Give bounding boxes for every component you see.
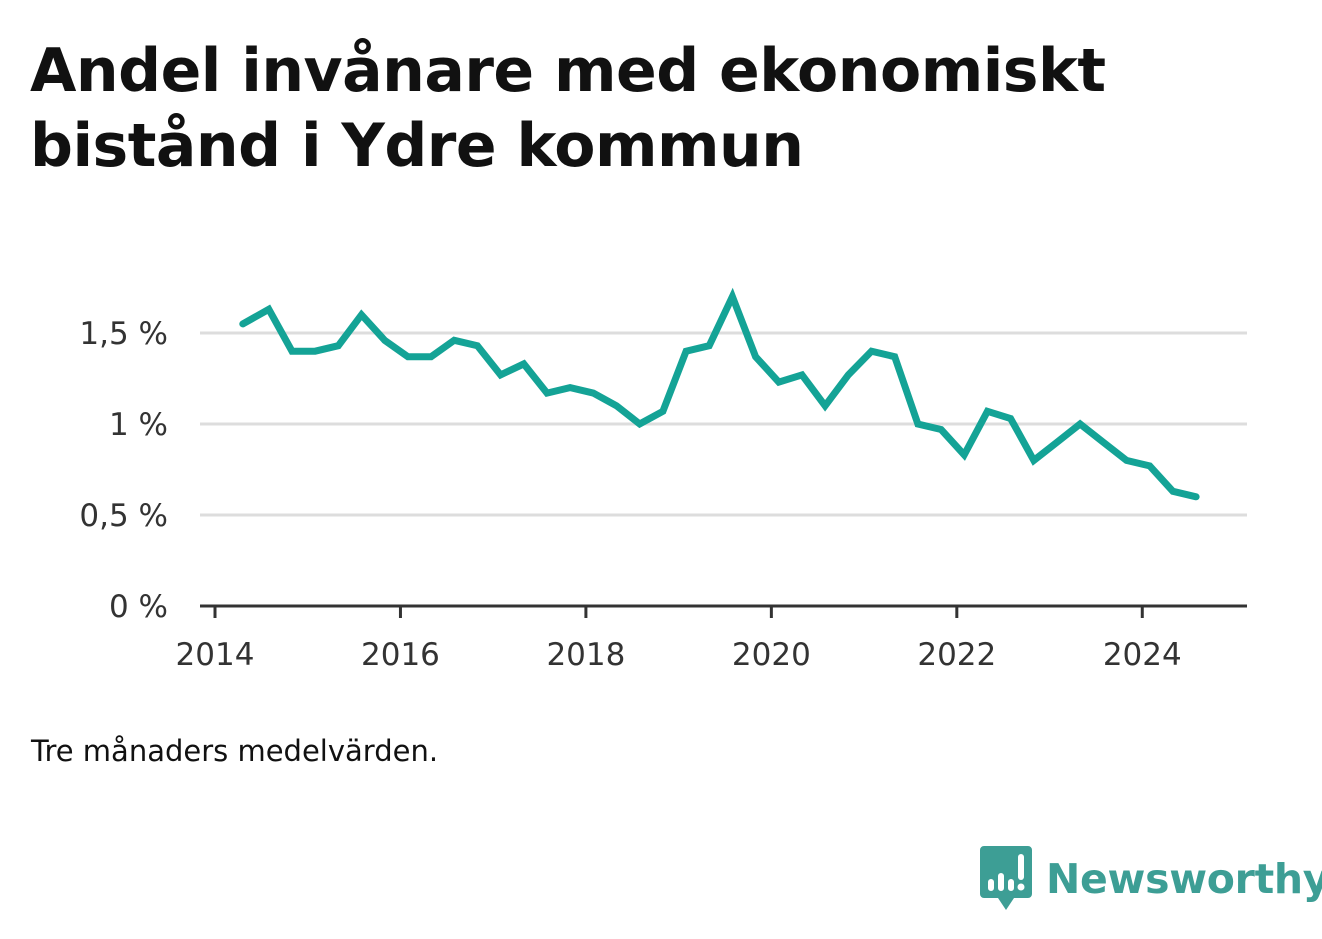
x-tick-label: 2014: [176, 637, 255, 673]
newsworthy-logo[interactable]: Newsworthy: [980, 846, 1322, 912]
y-tick-label: 0 %: [109, 589, 168, 625]
x-tick-label: 2018: [546, 637, 625, 673]
x-tick-label: 2022: [917, 637, 996, 673]
x-axis: 2014 2016 2018 2020 2022 2024: [176, 604, 1247, 673]
x-tick-label: 2016: [361, 637, 440, 673]
brand-name: Newsworthy: [1046, 855, 1322, 903]
footnote: Tre månaders medelvärden.: [31, 734, 439, 768]
y-axis-ticks: 0 % 0,5 % 1 % 1,5 %: [79, 316, 168, 625]
y-tick-label: 1 %: [109, 407, 168, 443]
x-tick-label: 2024: [1103, 637, 1182, 673]
series-line: [239, 287, 1200, 501]
series-group: [239, 287, 1200, 501]
chart-title: Andel invånare med ekonomiskt bistånd i …: [30, 36, 1106, 181]
line-chart: 0 % 0,5 % 1 % 1,5 % 2014 2016 2018 2020 2022 202…: [79, 287, 1247, 673]
newsworthy-logo-icon: [980, 846, 1032, 910]
y-tick-label: 0,5 %: [79, 498, 168, 534]
x-tick-label: 2020: [732, 637, 811, 673]
y-tick-label: 1,5 %: [79, 316, 168, 352]
grid-lines: [200, 331, 1247, 517]
